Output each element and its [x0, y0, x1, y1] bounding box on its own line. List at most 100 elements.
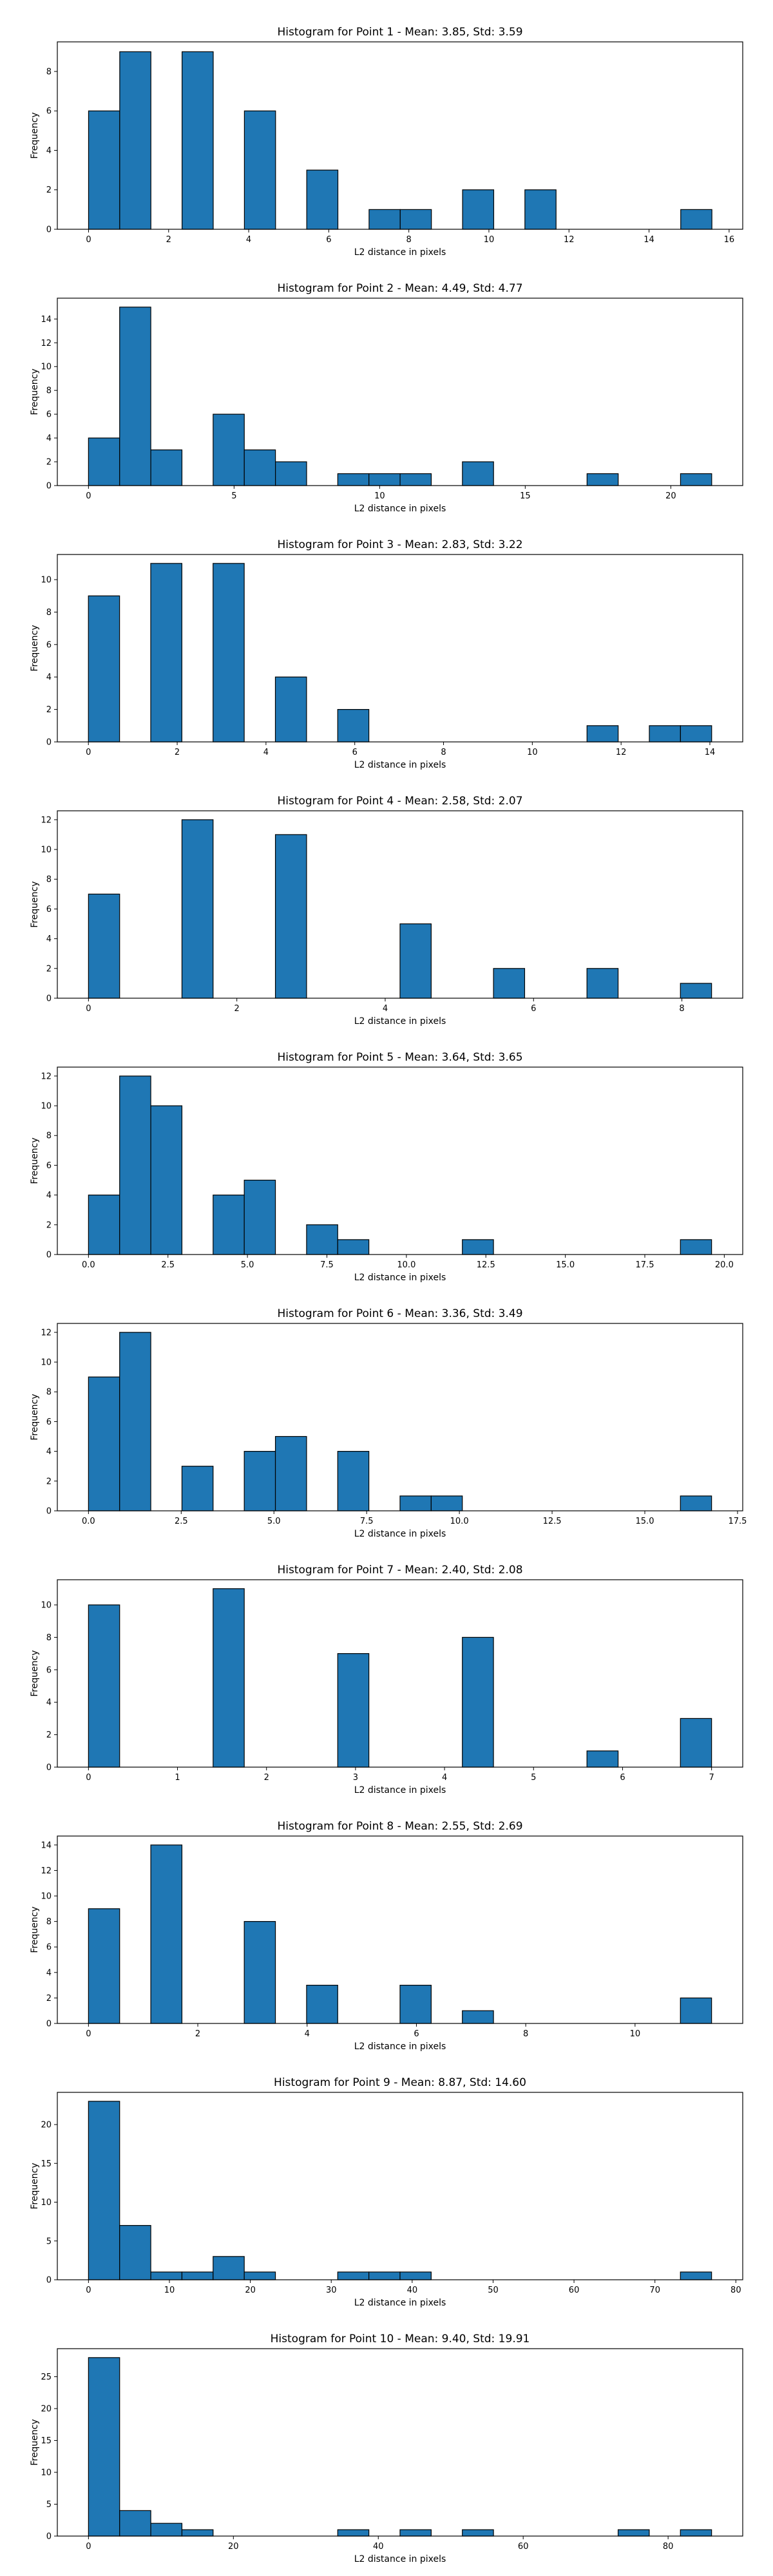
histogram-bar — [680, 473, 712, 486]
x-tick-label: 70 — [649, 2286, 660, 2295]
y-tick-label: 6 — [46, 107, 52, 117]
x-tick-label: 8 — [679, 1004, 684, 1014]
histogram-bar — [462, 1636, 494, 1768]
x-tick-label: 20 — [665, 491, 676, 501]
histogram-bar — [680, 1495, 712, 1511]
y-axis-label: Frequency — [30, 881, 40, 927]
x-tick-label: 2 — [166, 235, 171, 245]
x-tick-label: 5.0 — [267, 1517, 281, 1526]
histogram-bar — [274, 461, 307, 486]
histogram-bar — [399, 473, 432, 486]
x-tick-label: 0.0 — [82, 1517, 95, 1526]
x-tick-label: 0 — [86, 2029, 91, 2039]
plot-frame — [57, 810, 743, 999]
y-tick-label: 14 — [41, 1841, 52, 1850]
histogram-bar — [88, 437, 120, 486]
y-tick-label: 8 — [46, 1388, 52, 1397]
x-axis-label: L2 distance in pixels — [354, 504, 446, 514]
x-tick-label: 0 — [86, 2542, 91, 2552]
y-tick-label: 0 — [46, 482, 52, 491]
histogram-bar — [182, 51, 214, 230]
x-tick-label: 10 — [484, 235, 495, 245]
histogram-bar — [181, 1466, 214, 1511]
plot-frame — [57, 2092, 743, 2280]
histogram-bar — [88, 2101, 120, 2280]
histogram-bar — [181, 819, 214, 999]
y-tick-label: 12 — [41, 1072, 52, 1081]
histogram-bar — [150, 1844, 183, 2024]
x-tick-label: 2 — [264, 1773, 269, 1783]
histogram-bar — [119, 1332, 151, 1511]
histogram-bar — [337, 2529, 370, 2537]
y-tick-label: 10 — [41, 1601, 52, 1611]
histogram-bar — [399, 1985, 432, 2024]
histogram-bar — [337, 709, 370, 743]
histogram-bar — [213, 413, 245, 486]
y-tick-label: 2 — [46, 1477, 52, 1486]
plot-frame — [57, 1066, 743, 1255]
x-tick-label: 7.5 — [320, 1260, 334, 1270]
histogram-bar — [680, 2271, 712, 2280]
histogram-bar — [586, 968, 619, 999]
x-tick-label: 6 — [531, 1004, 536, 1014]
histogram-bar — [368, 473, 401, 486]
x-tick-label: 2 — [175, 748, 180, 757]
plot-frame — [57, 1323, 743, 1511]
y-tick-label: 8 — [46, 67, 52, 77]
x-axis-label: L2 distance in pixels — [354, 760, 446, 770]
histogram-bar — [337, 473, 370, 486]
y-tick-label: 0 — [46, 738, 52, 748]
x-tick-label: 15.0 — [556, 1260, 575, 1270]
histogram-bar — [243, 1451, 276, 1511]
histogram-bar — [88, 1195, 120, 1255]
y-tick-label: 8 — [46, 875, 52, 885]
histogram-bar — [462, 2010, 494, 2024]
histogram-bar — [493, 968, 526, 999]
histogram-bar — [680, 1239, 712, 1255]
histogram-bar — [88, 1604, 120, 1768]
x-tick-label: 40 — [373, 2542, 384, 2552]
y-tick-label: 2 — [46, 458, 52, 468]
y-tick-label: 5 — [46, 2237, 52, 2246]
plot-frame — [57, 41, 743, 230]
histogram-bar — [462, 2529, 494, 2537]
x-axis-label: L2 distance in pixels — [354, 2041, 446, 2052]
y-tick-label: 8 — [46, 386, 52, 396]
x-axis-label: L2 distance in pixels — [354, 1529, 446, 1539]
x-tick-label: 6 — [352, 748, 358, 757]
y-tick-label: 10 — [41, 1358, 52, 1368]
histogram-bar — [150, 2271, 183, 2280]
x-axis-label: L2 distance in pixels — [354, 2298, 446, 2308]
histogram-bar — [617, 2529, 650, 2537]
x-axis-label: L2 distance in pixels — [354, 1785, 446, 1795]
chart-title: Histogram for Point 5 - Mean: 3.64, Std:… — [277, 1051, 522, 1064]
histogram-bar — [680, 209, 712, 230]
y-tick-label: 0 — [46, 1507, 52, 1517]
histogram-bar — [119, 307, 151, 486]
x-tick-label: 4 — [246, 235, 251, 245]
y-tick-label: 6 — [46, 410, 52, 420]
y-tick-label: 4 — [46, 1968, 52, 1978]
y-tick-label: 6 — [46, 1943, 52, 1953]
x-tick-label: 20 — [228, 2542, 239, 2552]
histogram-bar — [243, 1179, 276, 1255]
histogram-bar — [680, 725, 712, 743]
x-tick-label: 5.0 — [241, 1260, 254, 1270]
y-tick-label: 4 — [46, 1698, 52, 1708]
histogram-bar — [306, 1985, 338, 2024]
x-tick-label: 2.5 — [161, 1260, 175, 1270]
x-tick-label: 12 — [616, 748, 627, 757]
y-tick-label: 8 — [46, 1132, 52, 1141]
x-tick-label: 80 — [663, 2542, 674, 2552]
x-tick-label: 8 — [523, 2029, 528, 2039]
chart-title: Histogram for Point 4 - Mean: 2.58, Std:… — [277, 795, 522, 808]
histogram-bar — [88, 595, 120, 743]
chart-title: Histogram for Point 9 - Mean: 8.87, Std:… — [274, 2076, 526, 2089]
histogram-bar — [399, 2529, 432, 2537]
y-tick-label: 4 — [46, 934, 52, 944]
x-tick-label: 10 — [630, 2029, 641, 2039]
y-axis-label: Frequency — [30, 2163, 40, 2209]
histogram-bar — [524, 189, 557, 230]
histogram-bar — [462, 461, 494, 486]
chart-panel-2: Histogram for Point 2 - Mean: 4.49, Std:… — [30, 282, 743, 514]
